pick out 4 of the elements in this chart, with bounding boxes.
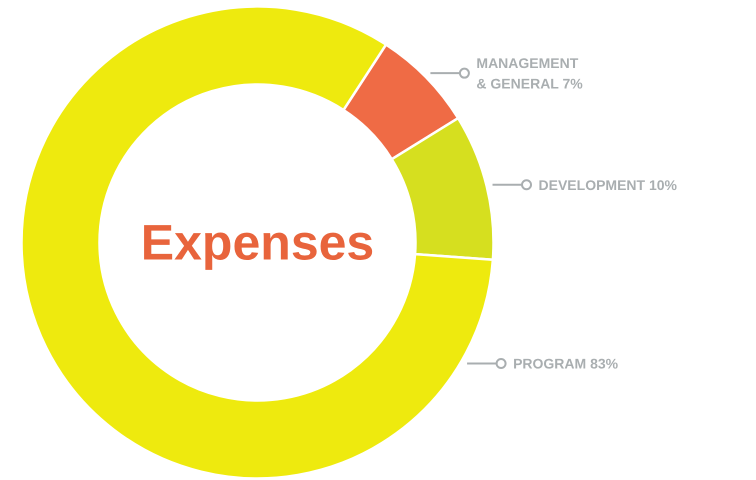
slice-label: DEVELOPMENT 10%	[538, 176, 678, 193]
slice-label: MANAGEMENT & GENERAL 7%	[476, 54, 584, 92]
text: Expenses	[140, 214, 374, 270]
slice-label: PROGRAM 83%	[513, 356, 619, 372]
